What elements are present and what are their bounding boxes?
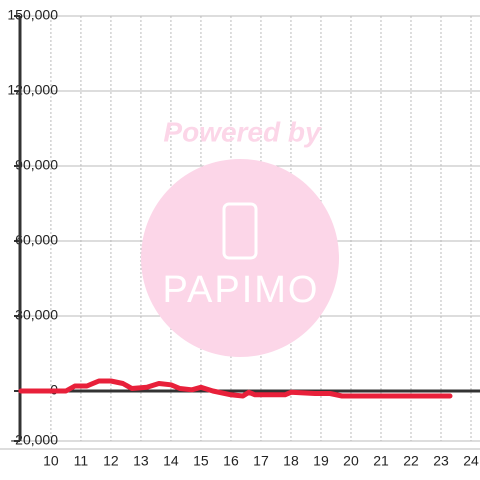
y-tick-label: 90,000 <box>15 157 58 173</box>
watermark-text: Powered by <box>163 116 322 147</box>
y-tick-label: -20,000 <box>11 432 59 448</box>
x-tick-label: 12 <box>103 453 119 469</box>
x-tick-label: 22 <box>403 453 419 469</box>
x-tick-label: 15 <box>193 453 209 469</box>
line-series <box>18 378 453 399</box>
x-tick-label: 20 <box>343 453 359 469</box>
y-tick-label: 60,000 <box>15 232 58 248</box>
x-tick-label: 24 <box>463 453 479 469</box>
x-tick-label: 23 <box>433 453 449 469</box>
y-tick-label: 150,000 <box>7 7 58 23</box>
watermark: Powered by PAPIMO <box>141 116 339 357</box>
x-tick-label: 11 <box>74 453 89 469</box>
x-tick-label: 10 <box>43 453 59 469</box>
watermark-icon <box>222 202 258 260</box>
x-tick-label: 19 <box>313 453 329 469</box>
x-tick-label: 21 <box>373 453 389 469</box>
x-tick-label: 13 <box>133 453 149 469</box>
y-tick-label: 30,000 <box>15 307 58 323</box>
x-tick-label: 17 <box>253 453 269 469</box>
x-tick-label: 14 <box>163 453 179 469</box>
x-tick-label: 18 <box>283 453 299 469</box>
watermark-logo: PAPIMO <box>163 269 320 311</box>
x-tick-label: 16 <box>223 453 239 469</box>
y-tick-label: 120,000 <box>7 82 58 98</box>
